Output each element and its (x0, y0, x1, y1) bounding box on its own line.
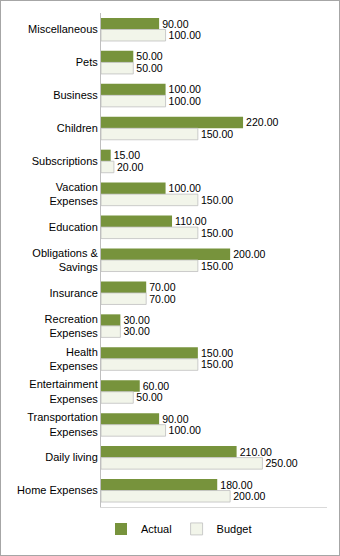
svg-text:Pets: Pets (76, 56, 99, 68)
svg-text:Miscellaneous: Miscellaneous (28, 23, 98, 35)
svg-text:150.00: 150.00 (201, 194, 233, 206)
svg-text:90.00: 90.00 (162, 413, 189, 425)
svg-text:90.00: 90.00 (162, 18, 189, 30)
svg-text:100.00: 100.00 (169, 29, 201, 41)
svg-text:210.00: 210.00 (240, 446, 272, 458)
svg-text:180.00: 180.00 (220, 479, 252, 491)
svg-text:VacationExpenses: VacationExpenses (49, 181, 98, 207)
svg-text:50.00: 50.00 (136, 391, 163, 403)
svg-text:150.00: 150.00 (201, 260, 233, 272)
svg-text:100.00: 100.00 (169, 83, 201, 95)
svg-text:RecreationExpenses: RecreationExpenses (45, 313, 99, 339)
svg-text:110.00: 110.00 (175, 215, 207, 227)
svg-text:Actual: Actual (141, 523, 172, 535)
svg-text:150.00: 150.00 (201, 347, 233, 359)
svg-text:20.00: 20.00 (117, 161, 144, 173)
svg-text:Home Expenses: Home Expenses (17, 484, 98, 496)
svg-text:15.00: 15.00 (114, 149, 141, 161)
svg-text:50.00: 50.00 (136, 50, 163, 62)
svg-text:EntertainmentExpenses: EntertainmentExpenses (29, 378, 98, 404)
svg-text:200.00: 200.00 (233, 248, 265, 260)
svg-text:50.00: 50.00 (136, 62, 163, 74)
svg-text:Obligations &Savings: Obligations &Savings (32, 247, 98, 273)
svg-text:Budget: Budget (217, 523, 252, 535)
svg-text:TransportationExpenses: TransportationExpenses (27, 411, 98, 437)
svg-text:150.00: 150.00 (201, 128, 233, 140)
svg-text:250.00: 250.00 (265, 457, 297, 469)
svg-text:30.00: 30.00 (123, 325, 150, 337)
svg-text:220.00: 220.00 (246, 116, 278, 128)
svg-text:Education: Education (49, 221, 98, 233)
svg-text:150.00: 150.00 (201, 227, 233, 239)
svg-text:70.00: 70.00 (149, 293, 176, 305)
svg-text:100.00: 100.00 (169, 95, 201, 107)
svg-text:Business: Business (53, 89, 98, 101)
svg-text:Insurance: Insurance (49, 287, 97, 299)
svg-text:Subscriptions: Subscriptions (32, 155, 99, 167)
svg-text:HealthExpenses: HealthExpenses (49, 346, 98, 372)
svg-text:70.00: 70.00 (149, 281, 176, 293)
svg-text:150.00: 150.00 (201, 358, 233, 370)
svg-text:30.00: 30.00 (123, 314, 150, 326)
svg-text:Daily living: Daily living (45, 451, 98, 463)
svg-text:60.00: 60.00 (143, 380, 170, 392)
svg-text:100.00: 100.00 (169, 182, 201, 194)
svg-text:Children: Children (57, 122, 98, 134)
svg-text:100.00: 100.00 (169, 424, 201, 436)
svg-text:200.00: 200.00 (233, 490, 265, 502)
